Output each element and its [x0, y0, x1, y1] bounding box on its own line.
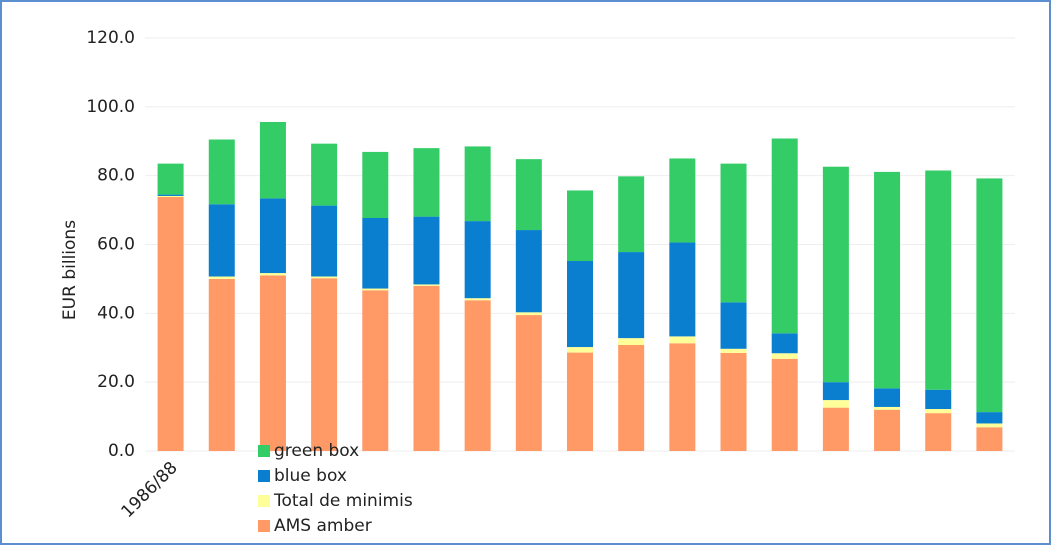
bar-segment — [925, 389, 952, 410]
bar-segment — [669, 242, 696, 337]
bar-segment — [925, 409, 952, 414]
bar-segment — [362, 288, 389, 291]
bar-segment — [771, 138, 798, 334]
bar-segment — [413, 148, 440, 217]
bar-segment — [413, 216, 440, 285]
bar-segment — [874, 406, 901, 410]
legend-swatch — [258, 495, 270, 507]
bar-segment — [567, 190, 593, 262]
bar-segment — [874, 409, 901, 451]
legend-label: green box — [274, 441, 359, 461]
y-tick-label: 0.0 — [108, 441, 135, 461]
bar-segment — [822, 166, 849, 383]
bar-segment — [669, 158, 696, 243]
bar-segment — [874, 388, 901, 407]
bar-segment — [618, 344, 645, 451]
y-tick-label: 40.0 — [97, 303, 135, 323]
legend-swatch — [258, 445, 270, 457]
bar-segment — [618, 252, 645, 339]
legend-label: blue box — [274, 466, 347, 486]
bar-segment — [362, 151, 389, 218]
bar-segment — [567, 352, 593, 451]
bar-segment — [157, 195, 184, 198]
bar-segment — [822, 407, 849, 451]
legend-label: AMS amber — [274, 516, 372, 536]
bar-segment — [259, 273, 286, 276]
bar-segment — [464, 221, 491, 299]
bar-segment — [413, 285, 440, 451]
bar-segment — [669, 343, 696, 451]
legend-swatch — [258, 520, 270, 532]
bar-segment — [976, 423, 1003, 428]
bar-segment — [157, 194, 184, 196]
y-tick-label: 20.0 — [97, 372, 135, 392]
bar-segment — [976, 178, 1003, 413]
bar-segment — [464, 298, 491, 301]
bar-segment — [413, 284, 440, 286]
bar-segment — [208, 139, 235, 205]
bar-segment — [311, 278, 338, 451]
bar-segment — [720, 352, 747, 451]
bar-segment — [208, 204, 235, 277]
y-tick-label: 100.0 — [86, 97, 135, 117]
bar-segment — [515, 315, 542, 451]
bar-segment — [925, 170, 952, 390]
bar-segment — [822, 382, 849, 401]
bar-segment — [771, 353, 798, 359]
bar-segment — [874, 171, 901, 389]
y-tick-label: 80.0 — [97, 166, 135, 186]
bar-segment — [464, 146, 491, 222]
bar-segment — [618, 176, 645, 253]
bar-segment — [669, 336, 696, 344]
bar-segment — [515, 230, 542, 313]
bar-segment — [311, 276, 338, 279]
bar-segment — [362, 217, 389, 289]
y-tick-label: 60.0 — [97, 235, 135, 255]
legend-label: Total de minimis — [273, 491, 413, 511]
legend-swatch — [258, 470, 270, 482]
bar-segment — [157, 197, 184, 451]
bar-segment — [208, 276, 235, 279]
bar-segment — [771, 333, 798, 354]
bar-segment — [976, 412, 1003, 424]
bar-segment — [464, 300, 491, 451]
bar-segment — [925, 413, 952, 451]
bar-segment — [720, 302, 747, 349]
bar-segment — [720, 348, 747, 353]
y-axis-label: EUR billions — [60, 220, 80, 320]
bar-segment — [567, 261, 593, 348]
bar-segment — [822, 400, 849, 408]
bar-segment — [362, 290, 389, 451]
bar-segment — [720, 163, 747, 303]
bar-segment — [771, 358, 798, 451]
bar-segment — [976, 427, 1003, 451]
bar-segment — [618, 338, 645, 345]
bar-segment — [259, 275, 286, 451]
bar-segment — [208, 278, 235, 451]
bar-segment — [259, 121, 286, 199]
bar-segment — [515, 312, 542, 316]
bar-segment — [515, 159, 542, 231]
y-tick-label: 120.0 — [86, 28, 135, 48]
bar-segment — [567, 347, 593, 353]
bar-segment — [157, 163, 184, 195]
bar-segment — [311, 143, 338, 206]
bar-segment — [259, 198, 286, 274]
bar-segment — [311, 205, 338, 277]
